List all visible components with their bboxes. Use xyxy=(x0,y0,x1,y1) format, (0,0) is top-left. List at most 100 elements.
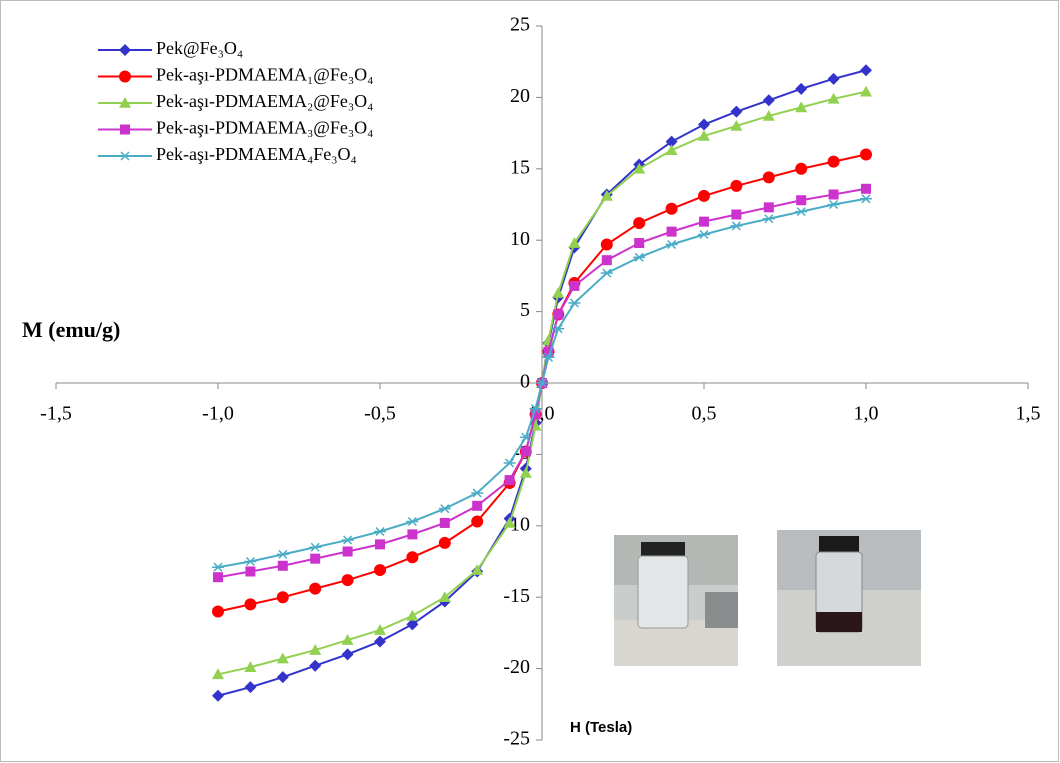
marker xyxy=(665,239,678,250)
marker xyxy=(374,624,386,635)
marker xyxy=(438,591,451,602)
marker xyxy=(244,598,257,611)
marker xyxy=(860,194,872,204)
legend-label: Pek@Fe₃O₄ xyxy=(156,38,243,58)
y-tick-label: -15 xyxy=(503,585,530,607)
marker xyxy=(341,535,354,545)
marker xyxy=(568,237,581,248)
marker xyxy=(795,162,808,175)
photo-left xyxy=(614,535,738,666)
marker xyxy=(276,671,289,684)
x-tick-label: 0,5 xyxy=(692,403,717,425)
legend-marker xyxy=(119,97,131,108)
marker xyxy=(665,135,678,148)
legend-marker xyxy=(119,151,131,161)
marker xyxy=(212,562,224,572)
legend-label: Pek-aşı-PDMAEMA₃@Fe₃O₄ xyxy=(156,118,373,138)
marker xyxy=(860,85,872,97)
marker xyxy=(666,226,677,237)
marker xyxy=(665,144,678,156)
marker xyxy=(438,536,451,549)
legend-label: Pek-aşı-PDMAEMA₂@Fe₃O₄ xyxy=(156,91,373,111)
marker xyxy=(276,549,289,559)
y-tick-label: -20 xyxy=(503,656,530,678)
marker xyxy=(860,148,872,161)
marker xyxy=(374,635,386,648)
marker xyxy=(601,255,612,266)
marker xyxy=(762,171,775,184)
legend-label: Pek-aşı-PDMAEMA₁@Fe₃O₄ xyxy=(156,65,373,85)
marker xyxy=(244,681,257,694)
marker xyxy=(530,409,541,420)
y-tick-label: 25 xyxy=(510,14,530,36)
marker xyxy=(699,216,709,227)
marker xyxy=(730,105,743,118)
marker xyxy=(406,609,419,621)
marker xyxy=(827,92,840,104)
marker xyxy=(795,101,808,113)
marker xyxy=(731,209,742,220)
x-tick-label: 1,5 xyxy=(1016,403,1041,425)
legend-marker xyxy=(120,124,130,135)
marker xyxy=(439,517,450,528)
marker xyxy=(310,553,321,564)
marker xyxy=(407,529,418,540)
marker xyxy=(553,309,564,320)
marker xyxy=(406,618,419,631)
y-axis-label: M (emu/g) xyxy=(22,317,120,342)
marker xyxy=(634,238,645,249)
marker xyxy=(730,119,743,131)
marker xyxy=(212,605,224,618)
marker xyxy=(529,404,542,414)
x-tick-label: -1,5 xyxy=(40,403,72,425)
marker xyxy=(374,564,386,577)
marker xyxy=(568,298,581,308)
marker xyxy=(244,556,257,567)
marker xyxy=(861,183,871,194)
marker xyxy=(212,668,224,680)
marker xyxy=(536,378,548,388)
marker xyxy=(244,661,257,672)
marker xyxy=(471,488,484,498)
marker xyxy=(600,268,613,278)
marker xyxy=(309,659,322,672)
x-tick-label: 1,0 xyxy=(854,403,879,425)
legend-marker xyxy=(119,70,131,83)
series xyxy=(212,194,872,572)
marker xyxy=(827,199,840,210)
marker xyxy=(600,238,613,251)
marker xyxy=(698,229,710,240)
photo-right xyxy=(777,530,921,666)
marker xyxy=(471,564,484,575)
marker xyxy=(504,475,515,486)
marker xyxy=(828,189,839,200)
marker xyxy=(827,155,840,168)
marker xyxy=(600,189,613,201)
y-tick-label: 0 xyxy=(520,371,530,393)
x-tick-label: -1,0 xyxy=(202,403,234,425)
x-tick-label: -0,5 xyxy=(364,403,396,425)
y-tick-label: 20 xyxy=(510,85,530,107)
marker xyxy=(730,179,743,192)
marker xyxy=(542,352,555,362)
marker xyxy=(762,214,775,224)
x-axis-label: H (Tesla) xyxy=(570,719,632,736)
marker xyxy=(552,287,565,298)
y-tick-label: 15 xyxy=(510,156,530,178)
marker xyxy=(860,64,872,77)
marker xyxy=(213,572,223,583)
marker xyxy=(795,82,808,95)
marker xyxy=(375,539,385,550)
legend: Pek@Fe₃O₄ Pek-aşı-PDMAEMA₁@Fe₃O₄ Pek-aşı-P… xyxy=(98,38,373,164)
marker xyxy=(341,634,354,645)
marker xyxy=(406,551,419,564)
y-tick-label: 5 xyxy=(520,299,530,321)
marker xyxy=(698,189,710,202)
marker xyxy=(277,560,288,571)
marker xyxy=(730,221,743,231)
marker xyxy=(245,566,256,577)
marker xyxy=(212,689,224,702)
marker xyxy=(552,324,565,334)
marker xyxy=(633,252,646,262)
